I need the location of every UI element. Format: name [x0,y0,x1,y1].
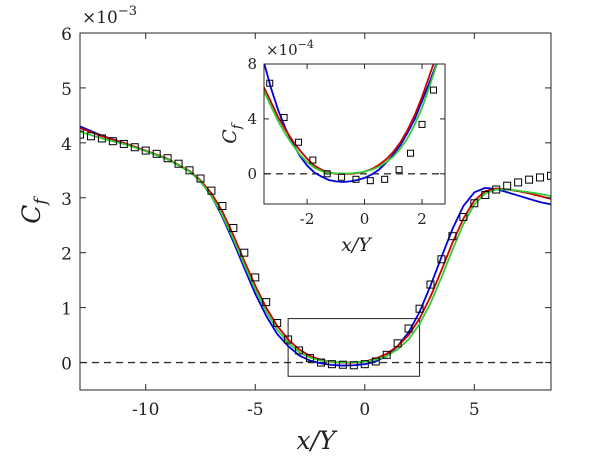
main-marker-point [338,360,347,369]
inset-axes-frame [263,63,446,205]
inset-x-tick-label: -2 [300,210,315,228]
main-x-tick-label: 5 [469,400,480,420]
inset-marker-point [309,156,317,164]
inset-marker-point [395,166,403,174]
main-y-tick-label: 4 [61,135,72,155]
main-marker-point [130,143,139,152]
main-marker-point [174,159,183,168]
main-marker-point [306,354,315,363]
main-marker-point [108,137,117,146]
main-y-tick-label: 3 [61,190,72,210]
main-marker-point [481,191,490,200]
inset-series-3-markers [266,79,438,185]
inset-marker-point [430,86,438,94]
main-y-ticks: 0 1 2 3 4 5 6 [61,25,551,375]
main-marker-point [382,350,391,359]
inset-marker-point [294,138,302,146]
inset-y-tick-label: 0 [247,165,257,183]
main-marker-point [119,139,128,148]
inset-axes: -2 0 2 0 4 8 ×10−4 Cf x/Y [219,38,446,256]
main-marker-point [371,357,380,366]
main-marker-point [525,175,534,184]
main-marker-point [536,173,545,182]
inset-marker-point [381,175,389,183]
main-marker-point [163,154,172,163]
zoom-region-box [287,318,421,377]
inset-y-ticks: 0 4 8 [247,55,445,183]
main-y-tick-label: 0 [61,355,72,375]
inset-y-axis-label: Cf [219,122,245,144]
main-marker-point [207,186,216,195]
main-marker-point [316,358,325,367]
main-x-tick-label: -10 [132,400,159,420]
inset-x-tick-label: 0 [360,210,370,228]
inset-x-axis-label: x/Y [341,234,373,256]
inset-series-group [264,64,439,185]
inset-marker-point [280,114,288,122]
inset-y-tick-label: 4 [247,110,257,128]
main-marker-point [273,318,282,327]
main-x-tick-label: 0 [359,400,370,420]
main-marker-point [295,346,304,355]
main-marker-point [141,146,150,155]
main-marker-point [404,324,413,333]
main-marker-point [327,360,336,369]
main-marker-point [349,361,358,370]
main-marker-point [492,185,501,194]
inset-y-multiplier: ×10−4 [266,38,314,59]
main-marker-point [152,149,161,158]
main-marker-point [229,223,238,232]
inset-x-tick-label: 2 [417,210,427,228]
main-marker-point [251,273,260,282]
inset-marker-point [352,175,360,183]
inset-marker-point [266,79,274,87]
main-marker-point [459,212,468,221]
main-x-axis-label: x/Y [296,426,338,455]
main-series-group [80,125,551,370]
main-y-tick-label: 6 [61,25,72,45]
inset-marker-point [418,120,426,128]
inset-background [264,64,445,204]
main-marker-point [470,199,479,208]
main-marker-point [437,255,446,264]
inset-y-tick-label: 8 [247,55,257,73]
main-y-axis-label: Cf [17,196,51,224]
main-marker-point [415,304,424,313]
main-marker-point [448,232,457,241]
main-marker-point [218,202,227,211]
inset-marker-point [323,170,331,178]
inset-series-2-line [264,64,439,175]
main-axes-frame [79,32,552,391]
main-series-3-markers [80,130,551,370]
main-marker-point [360,360,369,369]
main-y-tick-label: 1 [61,300,72,320]
main-marker-point [503,181,512,190]
main-marker-point [185,166,194,175]
inset-marker-point [366,177,374,185]
main-marker-point [514,178,523,187]
main-marker-point [284,335,293,344]
main-x-ticks: -10 -5 0 5 [132,33,480,420]
main-marker-point [80,130,84,139]
main-y-multiplier: ×10−3 [82,4,137,28]
inset-x-ticks: -2 0 2 [300,64,427,228]
main-y-tick-label: 2 [61,245,72,265]
main-axes: -10 -5 0 5 0 1 2 3 4 5 6 ×10−3 Cf x/Y [17,4,552,455]
inset-marker-point [338,173,346,181]
inset-marker-point [407,149,415,157]
main-y-tick-label: 5 [61,80,72,100]
main-marker-point [97,134,106,143]
main-marker-point [262,298,271,307]
main-marker-point [426,280,435,289]
main-marker-point [240,248,249,257]
main-zoom-box-group [287,318,421,377]
main-marker-point [393,339,402,348]
main-x-tick-label: -5 [247,400,264,420]
main-marker-point [547,171,551,180]
main-marker-point [196,174,205,183]
main-marker-point [86,132,95,141]
